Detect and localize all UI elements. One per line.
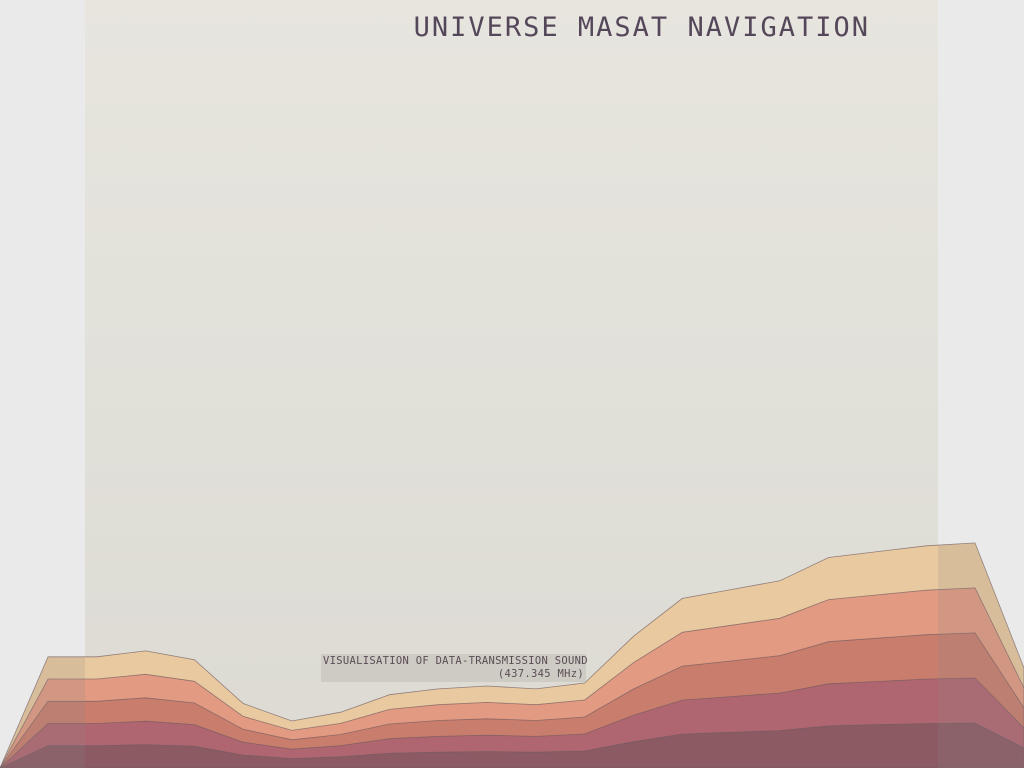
right-side-shade [938, 0, 1024, 768]
left-side-shade [0, 0, 85, 768]
caption-line-2: (437.345 MHz) [497, 668, 584, 680]
visualisation-caption: VISUALISATION OF DATA-TRANSMISSION SOUND… [321, 654, 588, 682]
page-title: UNIVERSE MASAT NAVIGATION [413, 12, 870, 43]
terrain-layer-5 [0, 722, 1024, 768]
caption-line-1: VISUALISATION OF DATA-TRANSMISSION SOUND [323, 655, 588, 667]
